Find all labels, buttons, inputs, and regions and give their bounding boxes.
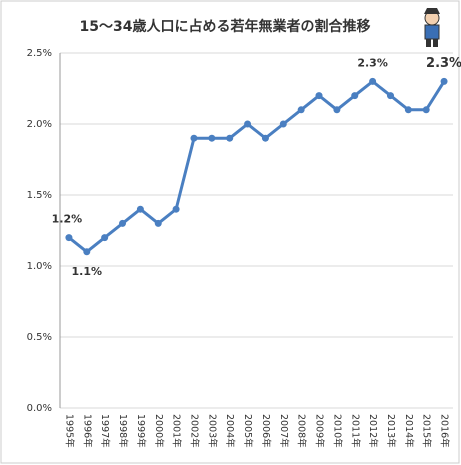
- x-tick-label: 2003年: [206, 414, 218, 448]
- y-tick-label: 0.0%: [27, 403, 52, 414]
- x-tick-label: 2004年: [224, 414, 236, 448]
- y-tick-label: 2.0%: [27, 119, 52, 130]
- x-tick-label: 1997年: [99, 414, 111, 448]
- x-tick-label: 2014年: [403, 414, 415, 448]
- marker: [279, 120, 287, 128]
- marker: [83, 248, 91, 256]
- x-tick-label: 1999年: [135, 414, 147, 448]
- marker: [226, 134, 234, 142]
- data-label: 2.3%: [426, 56, 461, 71]
- x-tick-label: 2001年: [171, 414, 183, 448]
- data-label: 1.1%: [72, 265, 103, 278]
- y-tick-label: 1.0%: [27, 261, 52, 272]
- mascot-icon: [424, 8, 440, 47]
- y-tick-label: 1.5%: [27, 190, 52, 201]
- marker: [422, 106, 430, 114]
- line: [67, 79, 446, 254]
- x-tick-label: 2011年: [349, 414, 361, 448]
- x-tick-label: 2000年: [153, 414, 165, 448]
- marker: [136, 205, 144, 213]
- marker: [351, 92, 359, 100]
- y-tick-label: 2.5%: [27, 48, 52, 59]
- marker: [440, 77, 448, 85]
- x-tick-label: 2005年: [242, 414, 254, 448]
- x-tick-label: 2016年: [439, 414, 451, 448]
- marker: [386, 92, 394, 100]
- marker: [119, 219, 127, 227]
- marker: [190, 134, 198, 142]
- x-tick-label: 1995年: [63, 414, 75, 448]
- marker: [208, 134, 216, 142]
- marker: [261, 134, 269, 142]
- marker: [297, 106, 305, 114]
- marker: [154, 219, 162, 227]
- marker: [333, 106, 341, 114]
- marker: [101, 234, 109, 242]
- marker: [65, 234, 73, 242]
- x-tick-label: 1996年: [81, 414, 93, 448]
- x-tick-label: 2012年: [367, 414, 379, 448]
- x-tick-label: 2013年: [385, 414, 397, 448]
- marker: [244, 120, 252, 128]
- x-tick-label: 1998年: [117, 414, 129, 448]
- marker: [315, 92, 323, 100]
- chart-title: 15～34歳人口に占める若年無業者の割合推移: [80, 18, 371, 35]
- marker: [369, 77, 377, 85]
- x-tick-label: 2009年: [314, 414, 326, 448]
- data-label: 2.3%: [357, 56, 388, 69]
- x-tick-label: 2002年: [188, 414, 200, 448]
- x-tick-label: 2010年: [331, 414, 343, 448]
- x-tick-label: 2008年: [296, 414, 308, 448]
- data-label: 1.2%: [52, 213, 83, 226]
- x-tick-label: 2015年: [421, 414, 433, 448]
- marker: [172, 205, 180, 213]
- x-tick-label: 2007年: [278, 414, 290, 448]
- x-tick-label: 2006年: [260, 414, 272, 448]
- y-tick-label: 0.5%: [27, 332, 52, 343]
- marker: [404, 106, 412, 114]
